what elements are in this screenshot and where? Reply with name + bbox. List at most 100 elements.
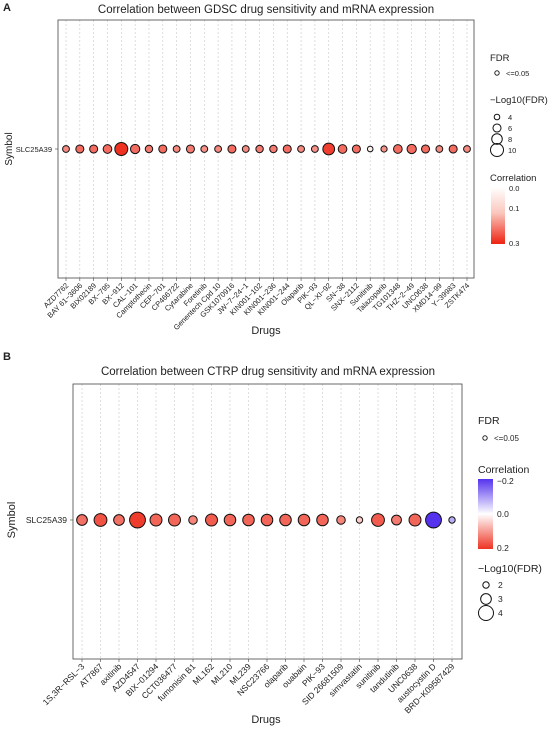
- panel-a-label: A: [3, 2, 11, 14]
- panel-b-size-legend-label: 4: [498, 608, 503, 618]
- panel-b-point: [355, 516, 364, 524]
- panel-b-size-legend-circle: [478, 605, 494, 621]
- panel-a-color-tick-0: 0.0: [509, 184, 519, 193]
- panel-a-color-tick-2: 0.3: [509, 239, 519, 248]
- panel-a-size-legend-label: 4: [508, 113, 512, 122]
- panel-b-point: [205, 513, 218, 527]
- panel-a-point: [255, 144, 264, 154]
- panel-b-color-tick-0: −0.2: [497, 476, 514, 486]
- panel-a-fdr-item: <=0.05: [506, 69, 529, 78]
- panel-a-point: [269, 144, 278, 154]
- panel-a-point: [214, 145, 223, 153]
- panel-b-color-title: Correlation: [478, 464, 530, 476]
- panel-b-fdr-marker: [482, 435, 488, 441]
- panel-b-fdr-title: FDR: [478, 415, 500, 427]
- panel-a-point: [129, 143, 141, 155]
- panel-a-point: [448, 144, 458, 154]
- panel-a-y-title: Symbol: [4, 132, 15, 165]
- panel-b-point: [76, 514, 88, 526]
- panel-a-y-tick-label: SLC25A39: [16, 145, 52, 154]
- panel-b-color-tick-1: 0.0: [497, 509, 509, 519]
- panel-a-point: [380, 145, 388, 153]
- panel-b-size-legend-circle: [480, 593, 492, 605]
- panel-b-point: [113, 514, 125, 526]
- panel-a-title: Correlation between GDSC drug sensitivit…: [98, 4, 434, 16]
- panel-a-point: [337, 144, 348, 154]
- panel-a-size-legend-label: 10: [508, 146, 516, 155]
- panel-a-point: [227, 144, 237, 154]
- panel-a-legend: FDR <=0.05 −Log10(FDR) 4 6 8 10 Correlation…: [490, 53, 548, 248]
- panel-a-point: [310, 145, 319, 153]
- panel-a-color-tick-1: 0.1: [509, 204, 519, 213]
- panel-a-size-legend: 4 6 8 10: [490, 113, 516, 157]
- panel-a-point: [351, 144, 361, 154]
- panel-a-point: [406, 143, 417, 155]
- panel-b-point: [149, 513, 163, 527]
- panel-b-label: B: [3, 351, 11, 363]
- panel-b-title: Correlation between CTRP drug sensitivit…: [101, 366, 435, 378]
- panel-b-size-legend-label: 3: [498, 594, 503, 604]
- panel-b-point: [242, 513, 255, 527]
- panel-a: A Correlation between GDSC drug sensitiv…: [3, 2, 548, 337]
- panel-b-point: [93, 513, 108, 527]
- panel-a-color-title: Correlation: [490, 173, 536, 184]
- panel-b-size-legend-label: 2: [498, 580, 503, 590]
- panel-b-point: [188, 515, 198, 525]
- panel-b-point: [391, 514, 402, 526]
- panel-a-point: [172, 145, 181, 153]
- panel-b-color-bar: [478, 479, 493, 549]
- panel-a-size-legend-label: 6: [508, 124, 512, 133]
- panel-b-point: [223, 513, 237, 527]
- panel-a-size-legend-circle: [490, 143, 504, 157]
- panel-a-point: [282, 144, 292, 154]
- panel-b-point: [425, 511, 442, 529]
- panel-a-point: [463, 145, 471, 153]
- panel-b-plot-frame: [72, 383, 463, 660]
- panel-b-points: [76, 511, 456, 529]
- panel-b-point: [316, 513, 329, 527]
- panel-a-point: [75, 144, 85, 154]
- panel-b: B Correlation between CTRP drug sensitiv…: [3, 351, 542, 726]
- panel-b-point: [408, 513, 422, 527]
- panel-a-fdr-title: FDR: [490, 53, 510, 64]
- panel-a-point: [366, 145, 374, 153]
- panel-b-x-ticks: 1S,3R−RSL−3AT7867axitinibAZD4547BIX−0129…: [41, 659, 457, 715]
- panel-b-color-tick-2: 0.2: [497, 543, 509, 553]
- panel-b-point: [279, 513, 292, 527]
- panel-b-size-legend-circle: [482, 581, 490, 589]
- panel-b-y-title: Symbol: [6, 502, 18, 539]
- panel-a-point: [435, 145, 444, 153]
- panel-a-size-title: −Log10(FDR): [490, 95, 548, 106]
- panel-a-point: [393, 144, 403, 154]
- panel-b-point: [129, 511, 146, 529]
- panel-a-point: [297, 145, 305, 153]
- panel-a-point: [322, 142, 336, 156]
- panel-a-point: [89, 144, 99, 154]
- panel-b-fdr-item: <=0.05: [494, 434, 519, 443]
- panel-a-size-legend-label: 8: [508, 135, 512, 144]
- panel-a-x-title: Drugs: [251, 325, 281, 337]
- panel-b-point: [297, 513, 311, 527]
- panel-a-points: [62, 142, 471, 156]
- panel-b-size-title: −Log10(FDR): [478, 563, 542, 575]
- panel-a-size-legend-circle: [491, 133, 503, 145]
- panel-b-point: [168, 513, 181, 527]
- panel-a-point: [62, 145, 70, 153]
- panel-b-point: [371, 513, 385, 527]
- panel-b-legend: FDR <=0.05 Correlation −0.2 0.0 0.2 −Log…: [478, 415, 542, 621]
- panel-b-x-title: Drugs: [251, 714, 281, 726]
- panel-a-size-legend-circle: [493, 113, 501, 121]
- panel-b-point: [260, 513, 274, 527]
- panel-a-point: [102, 144, 113, 154]
- panel-a-fdr-marker: [494, 70, 500, 76]
- panel-a-point: [114, 142, 129, 156]
- panel-b-point: [336, 515, 346, 525]
- panel-a-point: [241, 145, 250, 153]
- panel-a-point: [185, 144, 195, 154]
- panel-b-point: [448, 516, 456, 524]
- panel-a-point: [420, 144, 431, 154]
- panel-a-point: [144, 144, 154, 154]
- panel-b-size-legend: 2 3 4: [478, 580, 503, 621]
